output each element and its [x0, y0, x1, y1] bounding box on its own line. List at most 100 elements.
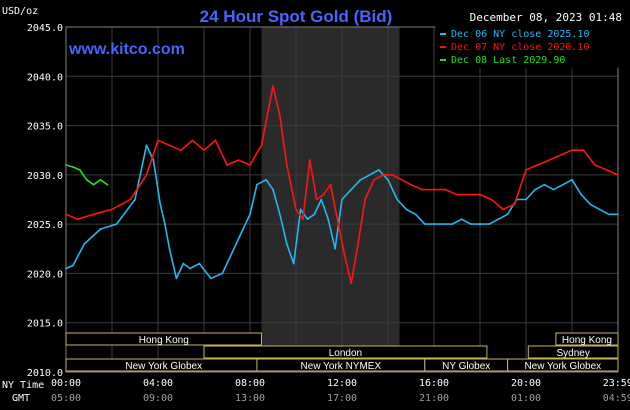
series-point: [488, 223, 491, 226]
y-tick-label: 2045.0: [27, 23, 63, 34]
series-point: [327, 218, 330, 221]
series-point: [159, 203, 162, 206]
series-point: [320, 198, 323, 201]
series-point: [191, 139, 194, 142]
series-point: [99, 178, 102, 181]
series-point: [433, 223, 435, 226]
chart-title: 24 Hour Spot Gold (Bid): [200, 7, 393, 26]
series-point: [559, 154, 562, 157]
series-point: [525, 169, 527, 171]
series-point: [76, 218, 79, 221]
series-point: [265, 178, 267, 181]
series-point: [336, 218, 339, 221]
x-tick-ny: 20:00: [511, 378, 541, 389]
series-point: [180, 149, 182, 152]
session-label: Sydney: [556, 348, 589, 359]
series-point: [582, 149, 585, 152]
series-point: [616, 173, 619, 176]
series-point: [433, 188, 435, 191]
series-point: [239, 233, 242, 235]
series-point: [605, 169, 608, 171]
series-point: [396, 198, 399, 201]
x-tick-ny: 04:00: [143, 378, 173, 389]
series-point: [226, 164, 228, 166]
x-tick-gmt: 01:00: [511, 393, 541, 404]
series-point: [306, 218, 309, 221]
series-point: [115, 223, 118, 226]
y-tick-label: 2040.0: [27, 72, 63, 83]
session-box: [555, 332, 619, 346]
session-box: [65, 332, 262, 346]
x-axis: 00:00 04:00 08:00 12:00 16:00 20:00 23:59 05:00…: [51, 378, 630, 404]
series-point: [400, 178, 403, 181]
series-point: [502, 208, 504, 211]
series-point: [308, 159, 311, 161]
series-point: [598, 208, 601, 211]
y-tick-label: 2035.0: [27, 122, 63, 133]
x-tick-gmt: 09:00: [143, 393, 173, 404]
series-point: [65, 213, 67, 216]
series-point: [198, 262, 201, 265]
series-point: [221, 272, 224, 275]
series-point: [525, 198, 527, 201]
x-tick-ny: 16:00: [419, 378, 449, 389]
series-point: [189, 267, 192, 270]
series-point: [78, 169, 81, 171]
series-point: [334, 247, 336, 250]
series-point: [405, 208, 408, 211]
series-point: [373, 178, 376, 181]
series-point: [382, 173, 385, 176]
series-point: [594, 164, 596, 166]
series-point: [589, 203, 592, 206]
series-point: [460, 218, 463, 221]
series-point: [444, 188, 447, 191]
series-point: [423, 223, 426, 226]
series-point: [607, 213, 610, 216]
trading-sessions: Hong Kong London New York Globex New York N…: [65, 332, 619, 372]
series-point: [350, 282, 353, 285]
series-point: [164, 223, 166, 226]
series-point: [152, 159, 155, 161]
series-point: [72, 166, 74, 168]
series-point: [456, 193, 458, 196]
x-tick-gmt: 21:00: [419, 393, 449, 404]
series-point: [145, 173, 148, 176]
series-point: [536, 164, 539, 166]
series-point: [99, 228, 102, 230]
series-point: [561, 183, 564, 186]
series-point: [83, 242, 86, 245]
series-point: [341, 198, 343, 201]
series-point: [292, 262, 295, 265]
series-point: [534, 188, 537, 191]
series-point: [210, 277, 212, 280]
series-point: [364, 198, 366, 201]
session-box: [527, 345, 619, 359]
series-point: [343, 252, 346, 255]
x-tick-gmt: 05:00: [51, 393, 81, 404]
series-point: [260, 144, 263, 147]
series-point: [391, 173, 394, 176]
series-point: [387, 178, 389, 181]
series-point: [285, 242, 288, 245]
series-point: [479, 193, 481, 196]
series-point: [467, 193, 470, 196]
x-tick-ny: 12:00: [327, 378, 357, 389]
series-point: [92, 213, 95, 216]
series-point: [513, 203, 516, 206]
y-axis: 2010.0 2015.0 2020.0 2025.0 2030.0 2035.0 2040…: [27, 23, 63, 379]
x-tick-gmt: 13:00: [235, 393, 265, 404]
series-point: [548, 159, 550, 161]
legend-box: [435, 26, 619, 68]
session-label: NY Globex: [442, 361, 490, 372]
gmt-label: GMT: [12, 393, 30, 404]
legend-entry: Dec 06 NY close 2025.10: [451, 29, 589, 40]
legend-entry: Dec 08 Last 2029.90: [451, 55, 565, 66]
series-point: [111, 208, 113, 211]
y-tick-label: 2030.0: [27, 171, 63, 182]
series-point: [65, 267, 67, 270]
series-point: [168, 144, 171, 147]
series-point: [168, 247, 171, 250]
series-point: [92, 183, 95, 186]
series-point: [571, 149, 573, 152]
